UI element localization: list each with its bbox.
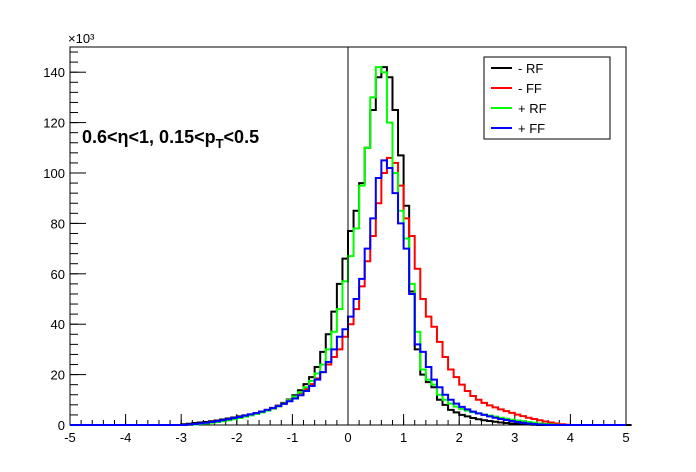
y-tick-label: 140	[43, 65, 65, 80]
legend-label: + FF	[518, 121, 545, 136]
x-tick-label: 2	[456, 430, 463, 445]
annotation-subscript: T	[216, 136, 224, 151]
x-tick-label: 3	[511, 430, 518, 445]
legend-entries: - RF - FF + RF + FF	[491, 61, 547, 136]
y-multiplier-label: ×10³	[68, 31, 95, 46]
annotation-suffix: <0.5	[224, 127, 260, 147]
series-line	[70, 66, 632, 426]
x-tick-label: 1	[400, 430, 407, 445]
x-tick-label: 4	[567, 430, 574, 445]
series-group	[70, 66, 632, 426]
y-tick-label: 0	[58, 418, 65, 433]
selection-annotation: 0.6<η<1, 0.15<pT<0.5	[82, 127, 259, 151]
series-line	[70, 159, 626, 426]
legend-box	[483, 56, 611, 140]
y-tick-label: 20	[51, 368, 65, 383]
legend-label: - RF	[518, 61, 543, 76]
legend-label: + RF	[518, 101, 547, 116]
x-tick-label: -3	[175, 430, 187, 445]
y-tick-label: 100	[43, 166, 65, 181]
legend-label: - FF	[518, 81, 542, 96]
x-tick-label: -1	[287, 430, 299, 445]
legend: - RF - FF + RF + FF	[483, 56, 611, 140]
y-tick-label: 80	[51, 216, 65, 231]
y-tick-label: 60	[51, 267, 65, 282]
x-tick-label: 0	[344, 430, 351, 445]
x-tick-label: -5	[64, 430, 76, 445]
y-tick-label: 120	[43, 116, 65, 131]
x-tick-label: -4	[120, 430, 132, 445]
axes: -5 -4 -3 -2 -1 0 1 2 3 4 5 0 20 40 60 80 100 120 140	[43, 51, 630, 445]
y-tick-label: 40	[51, 317, 65, 332]
x-tick-label: 5	[622, 430, 629, 445]
x-tick-label: -2	[231, 430, 243, 445]
annotation-prefix: 0.6<η<1, 0.15<p	[82, 127, 216, 147]
